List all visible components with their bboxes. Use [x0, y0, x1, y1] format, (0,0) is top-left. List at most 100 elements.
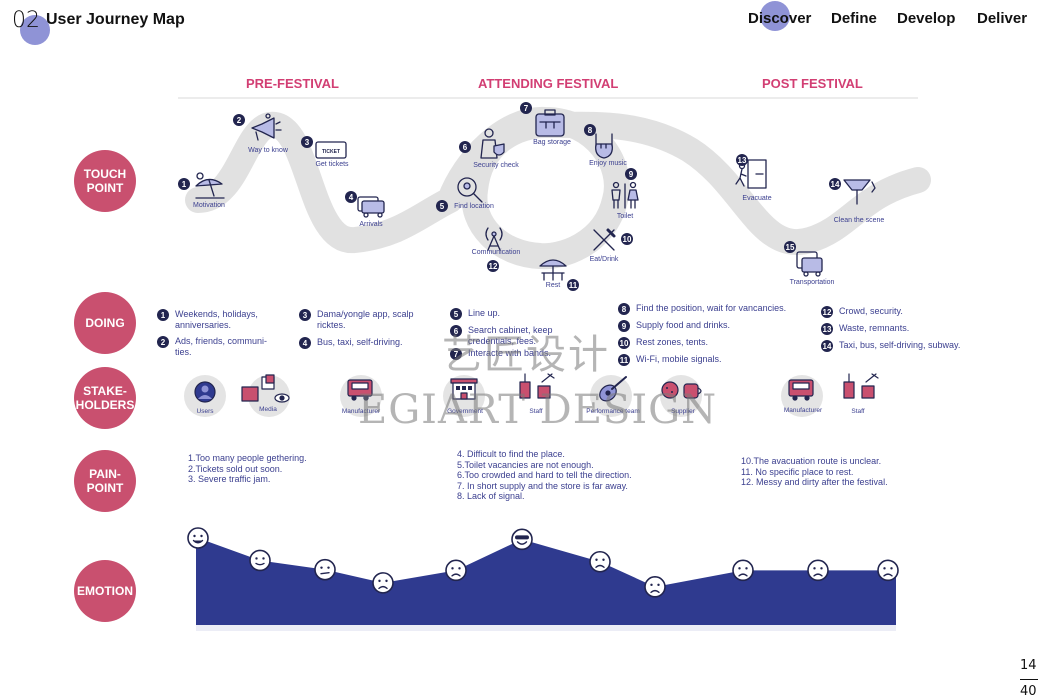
touchpoint-8-number: 8	[584, 124, 596, 136]
doing-number: 2	[157, 336, 169, 348]
touchpoint-5-label: Find location	[454, 203, 494, 210]
user-icon	[194, 381, 216, 403]
row-label-pain-point: PAIN-POINT	[74, 450, 136, 512]
touchpoint-11-label: Rest	[545, 282, 561, 289]
touchpoint-15-label: Transportation	[789, 279, 835, 286]
stakeholder-icons-layer	[194, 373, 879, 403]
touchpoint-13-label: Evacuate	[742, 195, 772, 202]
doing-text: Supply food and drinks.	[636, 320, 731, 330]
svg-text:TICKET: TICKET	[322, 149, 340, 155]
touchpoint-1-label: Motivation	[193, 202, 225, 209]
emotion-face-smile	[249, 549, 271, 572]
painpoint-item: 1.Too many people gethering.	[188, 453, 307, 463]
doing-number: 13	[821, 323, 833, 335]
touchpoint-1-number: 1	[178, 178, 190, 190]
stakeholder-label-performance-team: Performance team	[586, 408, 640, 415]
doing-number: 4	[299, 337, 311, 349]
touchpoint-8-label: Enjoy music	[589, 160, 627, 167]
doing-number: 12	[821, 306, 833, 318]
doing-item: 4 Bus, taxi, self-driving.	[299, 337, 419, 349]
doing-number: 9	[618, 320, 630, 332]
doing-item: 14 Taxi, bus, self-driving, subway.	[821, 340, 981, 352]
stakeholder-label-staff-2: Staff	[851, 408, 865, 415]
row-label-touch-point: TOUCH POINT	[74, 150, 136, 212]
nav-deliver[interactable]: Deliver	[977, 10, 1028, 27]
touchpoint-5-number: 5	[436, 200, 448, 212]
doing-text: Wi-Fi, mobile signals.	[636, 354, 722, 364]
touchpoint-3-number: 3	[301, 136, 313, 148]
doing-item: 5 Line up.	[450, 308, 580, 320]
truck-icon	[788, 379, 814, 401]
nav-define[interactable]: Define	[831, 10, 877, 27]
page-number: 02	[12, 8, 40, 33]
page-counter-divider	[1020, 679, 1038, 680]
doing-number: 6	[450, 325, 462, 337]
emotion-chart	[187, 527, 899, 631]
doing-group-attending-2: 8 Find the position, wait for vancancies.…	[618, 303, 813, 366]
painpoint-item: 4. Difficult to find the place.	[457, 449, 565, 459]
guard-icon	[480, 128, 505, 159]
painpoint-item: 6.Too crowded and hard to tell the direc…	[457, 470, 632, 480]
page-title: User Journey Map	[46, 11, 185, 28]
painpoint-item: 5.Toilet vacancies are not enough.	[457, 459, 594, 470]
doing-number: 7	[450, 348, 462, 360]
doing-text: Crowd, security.	[839, 306, 903, 316]
touchpoint-10-number: 10	[621, 233, 633, 245]
emotion-face-sad	[807, 559, 829, 582]
painpoint-item: 8. Lack of signal.	[457, 491, 525, 501]
stakeholder-label-government: Government	[447, 408, 483, 415]
emotion-face-sad	[589, 550, 611, 573]
nav-discover[interactable]: Discover	[748, 10, 812, 27]
doing-number: 8	[618, 303, 630, 315]
staff-tools-icon	[843, 373, 879, 399]
cutlery-icon	[593, 228, 616, 251]
row-label-stakeholders: STAKE-HOLDERS	[74, 367, 136, 429]
beach-umbrella-icon	[195, 172, 225, 199]
painpoint-item: 11. No specific place to rest.	[741, 466, 854, 477]
doing-item: 9 Supply food and drinks.	[618, 320, 813, 332]
bus-icon	[796, 251, 823, 277]
touchpoint-2-number: 2	[233, 114, 245, 126]
touchpoint-3-label: Get tickets	[315, 161, 349, 168]
painpoint-item: 12. Messy and dirty after the festival.	[741, 477, 888, 487]
doing-item: 7 Interacte with bands.	[450, 348, 580, 360]
touchpoint-13-number: 13	[736, 154, 748, 166]
doing-item: 2 Ads, friends, communi-ties.	[157, 336, 279, 358]
phase-pre-festival: PRE-FESTIVAL	[246, 76, 339, 91]
rock-hand-icon	[595, 133, 613, 159]
media-icon	[241, 374, 290, 403]
doing-item: 6 Search cabinet, keep credentials, fees.	[450, 325, 580, 347]
emotion-face-sad	[372, 572, 394, 594]
page-counter-total: 40	[1020, 684, 1037, 699]
emotion-face-happy	[187, 527, 209, 549]
touchpoint-4-number: 4	[345, 191, 357, 203]
doing-text: Waste, remnants.	[839, 323, 910, 333]
doing-number: 11	[618, 354, 630, 366]
touchpoint-7-label: Bag storage	[533, 139, 571, 146]
emotion-face-sad	[877, 559, 899, 582]
signal-tower-icon	[485, 227, 503, 251]
touchpoint-7-number: 7	[520, 102, 532, 114]
page-number-accent-circle	[20, 15, 50, 45]
doing-number: 3	[299, 309, 311, 321]
nav-develop[interactable]: Develop	[897, 10, 956, 27]
restroom-icon	[611, 181, 639, 209]
car-icon	[357, 196, 385, 218]
doing-item: 13 Waste, remnants.	[821, 323, 981, 335]
emotion-face-annoyed	[314, 558, 336, 581]
doing-group-pre-festival: 1 Weekends, holidays, anniversaries. 2 Ads…	[157, 309, 279, 358]
painpoint-item: 2.Tickets sold out soon.	[188, 463, 283, 474]
painpoint-item: 10.The avacuation route is unclear.	[741, 456, 882, 466]
emotion-area	[196, 538, 896, 625]
nav-active-accent-circle	[760, 1, 790, 31]
guitar-icon	[599, 376, 627, 402]
touchpoint-2-label: Way to know	[248, 147, 288, 154]
staff-tools-icon	[519, 373, 555, 399]
government-building-icon	[450, 378, 478, 400]
emotion-face-cool	[511, 528, 533, 551]
stakeholder-label-media: Media	[259, 406, 277, 413]
stakeholder-label-staff: Staff	[529, 408, 543, 415]
painpoint-group-pre: 1.Too many people gethering. 2.Tickets s…	[188, 453, 307, 485]
emotion-face-sad	[445, 559, 467, 582]
